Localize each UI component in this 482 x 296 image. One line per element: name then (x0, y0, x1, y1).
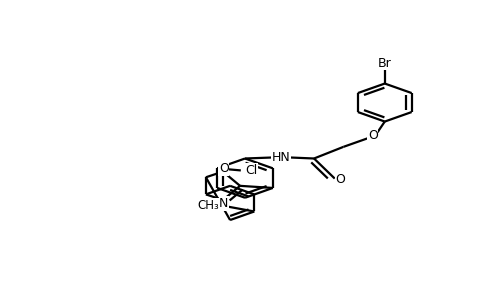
Text: Cl: Cl (245, 164, 257, 177)
Text: N: N (219, 197, 228, 210)
Text: O: O (219, 162, 229, 175)
Text: CH₃: CH₃ (198, 199, 219, 212)
Text: O: O (335, 173, 346, 186)
Text: O: O (368, 129, 377, 142)
Text: HN: HN (272, 151, 291, 164)
Text: Br: Br (378, 57, 392, 70)
